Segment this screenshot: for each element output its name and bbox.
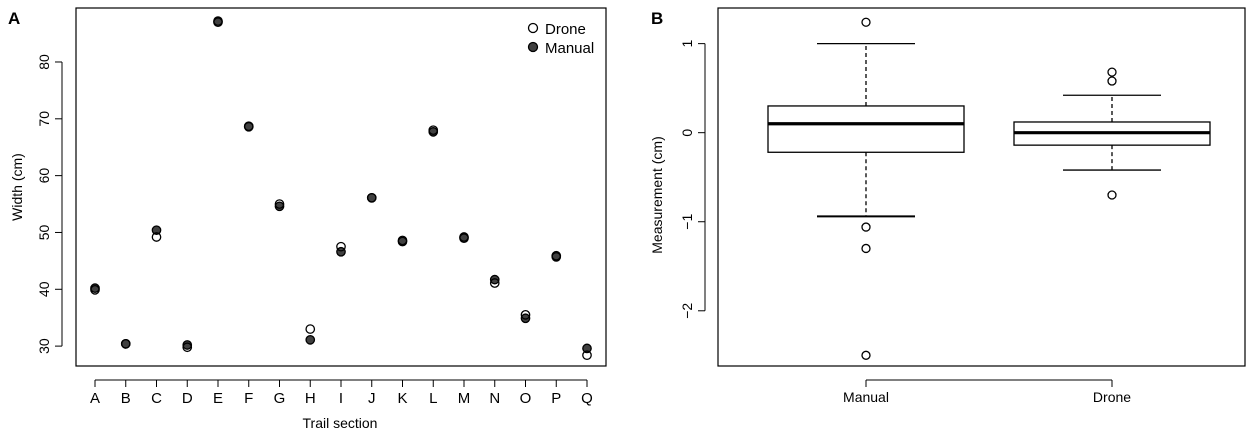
drone-outlier-point	[1107, 76, 1117, 86]
y-tick-label: −2	[679, 303, 695, 319]
manual-outlier-point	[861, 243, 871, 254]
panel-b-boxes	[767, 17, 1211, 360]
manual-point	[336, 246, 346, 257]
y-tick-label: 60	[36, 168, 52, 184]
panel-a-scatter-chart: A Width (cm) Trail section 304050607080 …	[8, 7, 607, 431]
panel-a-y-axis: 30 40 50 60 70 80	[36, 54, 63, 354]
x-tick-label: I	[339, 390, 343, 407]
y-tick-label: 80	[36, 54, 52, 70]
panel-b-y-axis-label: Measurement (cm)	[649, 136, 665, 253]
drone-point	[90, 285, 100, 295]
panel-a-label: A	[8, 9, 20, 28]
drone-point	[243, 121, 254, 132]
manual-point	[489, 274, 500, 285]
x-tick-label: J	[368, 390, 376, 407]
x-tick-label: Q	[581, 390, 593, 407]
manual-outlier-point	[861, 17, 871, 27]
drone-point	[489, 278, 500, 288]
x-tick-label: O	[520, 390, 532, 407]
drone-point	[551, 250, 562, 261]
legend-drone-label: Drone	[545, 21, 586, 38]
legend-manual-label: Manual	[545, 40, 594, 57]
drone-point	[151, 232, 162, 242]
x-tick-label: P	[551, 390, 561, 407]
drone-point	[366, 192, 377, 203]
drone-point	[120, 338, 131, 349]
manual-outlier-point	[861, 222, 871, 232]
drone-outlier-point	[1107, 190, 1117, 200]
drone-point	[428, 125, 439, 136]
panel-b-x-axis: Manual Drone	[843, 379, 1131, 405]
manual-point	[582, 343, 592, 354]
drone-point	[336, 241, 346, 252]
drone-point	[520, 310, 531, 320]
x-tick-label: K	[397, 390, 407, 407]
x-tick-label: F	[244, 390, 253, 407]
x-tick-label: A	[90, 390, 100, 407]
y-tick-label: 40	[36, 281, 52, 297]
x-tick-label: E	[213, 390, 223, 407]
y-tick-label: 50	[36, 224, 52, 240]
y-tick-label: 0	[679, 129, 695, 137]
drone-point	[274, 199, 285, 209]
y-tick-label: 30	[36, 338, 52, 354]
panel-a-legend: Drone Manual	[527, 21, 594, 57]
panel-a-x-axis: A B C D E F G H I J K L M N O P Q	[90, 379, 593, 407]
x-tick-label: Manual	[843, 389, 889, 405]
panel-a-x-axis-label: Trail section	[303, 415, 378, 431]
x-tick-label: H	[305, 390, 316, 407]
manual-point	[305, 335, 316, 345]
panel-a-y-axis-label: Width (cm)	[9, 153, 25, 221]
x-tick-label: G	[274, 390, 286, 407]
panel-b-box-plot: B Measurement (cm) −2 −1 0 1 Manual Drone	[649, 7, 1246, 405]
manual-point	[151, 225, 162, 236]
y-tick-label: −1	[679, 214, 695, 230]
drone-point	[305, 324, 316, 334]
drone-point	[582, 350, 592, 361]
panel-b-y-axis: −2 −1 0 1	[679, 40, 706, 319]
manual-point	[520, 313, 531, 324]
manual-outlier-point	[861, 350, 871, 360]
panel-b-label: B	[651, 9, 663, 28]
drone-point	[459, 233, 469, 243]
panel-a-points	[90, 16, 592, 361]
x-tick-label: M	[458, 390, 471, 407]
panel-a-plot-frame	[75, 7, 607, 367]
drone-point	[182, 342, 193, 353]
x-tick-label: D	[182, 390, 193, 407]
x-tick-label: N	[489, 390, 500, 407]
drone-point	[397, 235, 408, 246]
legend-drone-marker	[527, 22, 539, 34]
legend-manual-marker	[527, 41, 539, 53]
drone-outlier-point	[1107, 67, 1117, 77]
panel-b-plot-frame	[717, 7, 1246, 367]
y-tick-label: 1	[679, 40, 695, 48]
x-tick-label: B	[121, 390, 131, 407]
y-tick-label: 70	[36, 111, 52, 127]
x-tick-label: L	[429, 390, 437, 407]
x-tick-label: Drone	[1093, 389, 1131, 405]
drone-point	[213, 17, 223, 28]
x-tick-label: C	[151, 390, 162, 407]
manual-box	[767, 105, 965, 153]
